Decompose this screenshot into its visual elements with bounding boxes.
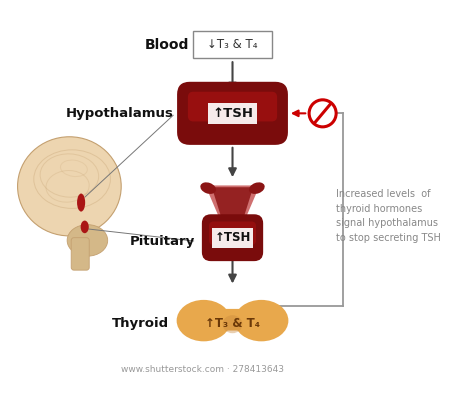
Text: ↑TSH: ↑TSH bbox=[212, 107, 253, 120]
Text: www.shutterstock.com · 278413643: www.shutterstock.com · 278413643 bbox=[121, 365, 284, 374]
Text: ↓T₃ & T₄: ↓T₃ & T₄ bbox=[207, 39, 258, 51]
Ellipse shape bbox=[200, 182, 216, 194]
Ellipse shape bbox=[234, 300, 288, 341]
FancyBboxPatch shape bbox=[217, 309, 248, 331]
Ellipse shape bbox=[223, 315, 243, 333]
Ellipse shape bbox=[81, 221, 89, 233]
FancyBboxPatch shape bbox=[71, 238, 89, 270]
FancyBboxPatch shape bbox=[194, 31, 272, 58]
Text: Hypothalamus: Hypothalamus bbox=[66, 107, 174, 120]
Text: Thyroid: Thyroid bbox=[112, 317, 170, 330]
Ellipse shape bbox=[18, 137, 121, 236]
Text: Increased levels  of
thyroid hormones
signal hypothalamus
to stop secreting TSH: Increased levels of thyroid hormones sig… bbox=[336, 189, 441, 243]
Polygon shape bbox=[205, 184, 261, 222]
Ellipse shape bbox=[77, 194, 85, 212]
Text: ↑TSH: ↑TSH bbox=[214, 231, 251, 244]
FancyBboxPatch shape bbox=[208, 102, 257, 124]
Ellipse shape bbox=[177, 300, 231, 341]
FancyBboxPatch shape bbox=[202, 214, 263, 261]
FancyBboxPatch shape bbox=[188, 92, 277, 121]
FancyBboxPatch shape bbox=[212, 228, 253, 248]
Text: ↑T₃ & T₄: ↑T₃ & T₄ bbox=[205, 317, 260, 330]
FancyBboxPatch shape bbox=[177, 82, 288, 145]
Text: Pituitary: Pituitary bbox=[130, 235, 195, 248]
Text: Blood: Blood bbox=[144, 38, 189, 52]
Ellipse shape bbox=[67, 225, 108, 256]
Polygon shape bbox=[212, 187, 253, 222]
FancyBboxPatch shape bbox=[209, 222, 256, 245]
Ellipse shape bbox=[249, 182, 265, 194]
